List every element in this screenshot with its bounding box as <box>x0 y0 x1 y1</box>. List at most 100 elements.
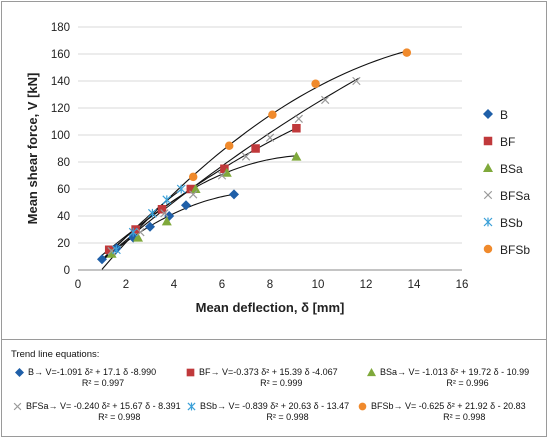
x-tick-label: 8 <box>267 279 273 291</box>
y-tick-label: 120 <box>51 103 70 115</box>
data-point-bsa <box>161 216 172 226</box>
legend-label-bsa: BSa <box>500 162 523 176</box>
y-tick-label: 60 <box>57 184 70 196</box>
legend-label-bfsa: BFSa <box>500 189 530 203</box>
equation-bfsa: BFSa→ V= -0.240 δ² + 15.67 δ - 8.391 R² … <box>12 401 181 423</box>
data-point-bfsa <box>107 246 116 256</box>
trend-line-bfsa <box>101 77 360 261</box>
data-point-bfsa <box>136 228 145 237</box>
equation-text: BFSa→ V= -0.240 δ² + 15.67 δ - 8.391 <box>26 401 181 411</box>
data-point-bfsa <box>321 95 330 105</box>
y-tick-label: 40 <box>57 211 70 223</box>
legend-label-bf: BF <box>500 135 515 149</box>
equation-text: BF→ V=-0.373 δ² + 15.39 δ -4.067 <box>199 367 338 377</box>
equation-bsa: BSa→ V= -1.013 δ² + 19.72 δ - 10.99 R² =… <box>366 367 529 389</box>
marker-shape <box>367 368 376 377</box>
trend-line-bfsb <box>101 50 407 270</box>
equation-bsb: BSb→ V= -0.839 δ² + 20.63 δ - 13.47 R² =… <box>186 401 349 423</box>
equation-bfsb: BFSb→ V= -0.625 δ² + 21.92 δ - 20.83 R² … <box>357 401 526 423</box>
data-point-bf <box>157 205 167 214</box>
y-axis-label: Mean shear force, V [kN] <box>25 73 40 225</box>
legend-marker-bfsb <box>483 244 493 254</box>
data-point-bsa <box>291 151 302 161</box>
data-point-bfsa <box>160 209 169 218</box>
data-point-bsa <box>106 248 117 258</box>
marker-stroke <box>136 228 145 237</box>
marker-stroke <box>241 152 251 161</box>
data-point-bsb <box>176 184 186 194</box>
data-point-bf <box>104 245 114 254</box>
r-squared: R² = 0.999 <box>260 378 303 388</box>
x-tick-label: 14 <box>408 279 421 291</box>
data-point-bfsa <box>352 76 361 86</box>
star-marker-icon <box>187 402 196 411</box>
data-point-bfsb <box>311 79 320 88</box>
data-point-bfsb <box>188 172 198 182</box>
x-tick-label: 4 <box>171 279 178 291</box>
data-point-b <box>229 189 239 200</box>
data-point-bfsa <box>217 171 227 180</box>
data-point-bfsa <box>294 114 303 123</box>
marker-stroke <box>265 133 275 142</box>
x-marker-icon <box>13 402 22 411</box>
r-squared: R² = 0.998 <box>98 412 141 422</box>
y-tick-label: 80 <box>57 157 70 169</box>
marker-stroke <box>294 114 303 123</box>
data-point-bsb <box>111 245 121 255</box>
data-point-bfsa <box>241 152 251 161</box>
legend-marker-bfsa <box>483 190 493 200</box>
triangle-marker-icon <box>367 368 376 377</box>
data-point-b <box>181 200 191 211</box>
diamond-marker-icon <box>15 368 24 377</box>
legend-label-bfsb: BFSb <box>500 243 530 257</box>
marker-stroke <box>160 209 169 218</box>
y-tick-label: 160 <box>51 49 70 61</box>
marker-stroke <box>352 76 361 86</box>
marker-stroke <box>483 190 493 200</box>
legend-label-b: B <box>500 108 508 122</box>
x-tick-label: 16 <box>456 279 469 291</box>
circle-marker-icon <box>358 402 367 411</box>
data-point-bfsb <box>268 110 277 119</box>
legend-marker-b <box>483 109 493 119</box>
data-point-b <box>145 221 155 232</box>
y-tick-label: 180 <box>51 22 70 34</box>
marker-shape <box>186 368 195 377</box>
data-point-bsb <box>147 208 157 218</box>
legend-marker-bsa <box>483 163 493 172</box>
equation-text: BFSb→ V= -0.625 δ² + 21.92 δ - 20.83 <box>371 401 526 411</box>
data-point-bfsb <box>224 141 234 151</box>
data-point-bsb <box>162 195 172 205</box>
data-point-bf <box>220 164 229 173</box>
section-divider <box>1 339 547 340</box>
x-axis-label: Mean deflection, δ [mm] <box>196 300 345 315</box>
data-point-bsa <box>190 184 201 193</box>
marker-stroke <box>217 171 227 180</box>
data-point-bsb <box>128 227 138 237</box>
x-tick-label: 0 <box>75 279 81 291</box>
equation-b: B→ V=-1.091 δ² + 17.1 δ -8.990 R² = 0.99… <box>14 367 156 389</box>
data-point-bsa <box>221 167 232 177</box>
data-point-bfsb <box>402 48 412 57</box>
equation-bf: BF→ V=-0.373 δ² + 15.39 δ -4.067 R² = 0.… <box>185 367 338 389</box>
marker-shape <box>358 402 367 411</box>
trend-equations-title: Trend line equations: <box>11 349 100 360</box>
x-tick-label: 10 <box>312 279 325 291</box>
y-tick-label: 140 <box>51 76 70 88</box>
data-point-b <box>97 254 107 265</box>
data-point-bsa <box>133 232 143 242</box>
chart: 0 20 40 60 80 100 120 140 160 180 0 2 4 6 8 10 12 14 16 Mea… <box>25 22 530 315</box>
x-tick-label: 6 <box>219 279 225 291</box>
x-tick-label: 2 <box>123 279 129 291</box>
marker-shape <box>187 402 196 411</box>
data-point-bf <box>186 184 196 194</box>
marker-stroke <box>189 190 198 199</box>
marker-stroke <box>321 95 330 105</box>
trend-line-bsa <box>101 155 297 260</box>
data-point-bfsa <box>189 190 198 199</box>
data-point-bf <box>292 124 301 133</box>
y-tick-label: 20 <box>57 238 70 250</box>
legend-marker-bf <box>483 136 493 146</box>
x-tick-label: 12 <box>360 279 373 291</box>
y-tick-label: 100 <box>51 130 70 142</box>
